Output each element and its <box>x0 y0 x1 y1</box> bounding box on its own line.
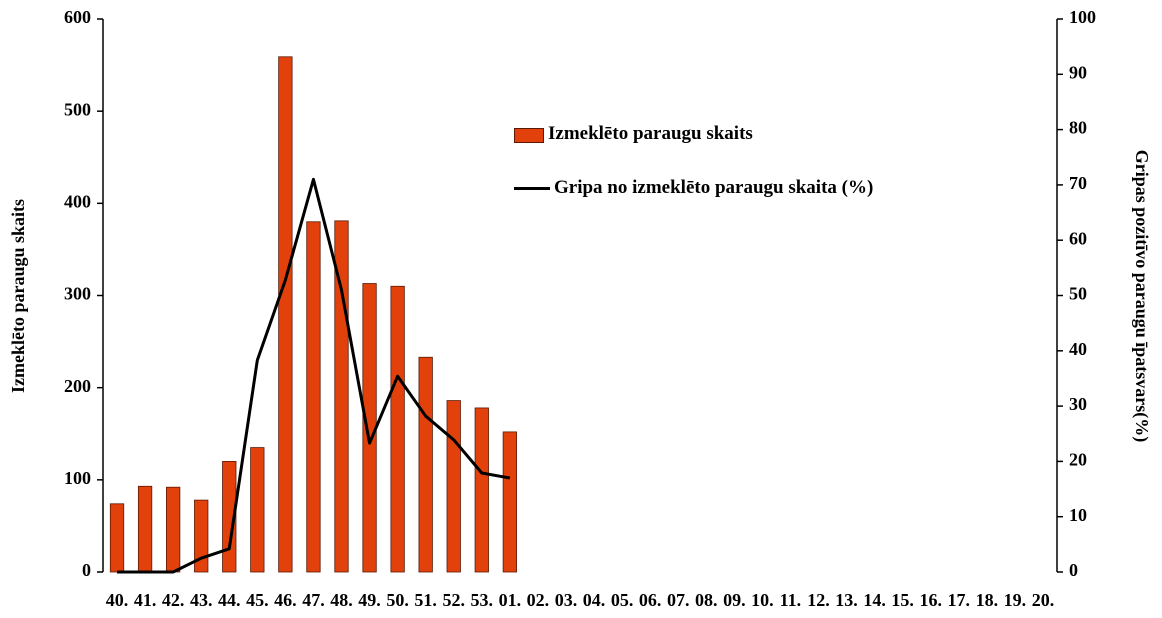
x-tick-label: 48. <box>330 590 353 610</box>
x-tick-label: 50. <box>386 590 409 610</box>
bar <box>390 285 405 573</box>
x-tick-label: 09. <box>723 590 746 610</box>
legend-item: Izmeklēto paraugu skaits <box>514 122 954 146</box>
bar <box>474 407 489 573</box>
x-tick-label: 07. <box>667 590 690 610</box>
x-tick-label: 42. <box>162 590 185 610</box>
x-tick-label: 10. <box>751 590 774 610</box>
x-tick-label: 14. <box>863 590 886 610</box>
x-tick-label: 08. <box>695 590 718 610</box>
bar <box>446 400 461 573</box>
y-tick-label: 600 <box>64 7 91 27</box>
x-tick-label: 53. <box>471 590 494 610</box>
x-tick-label: 43. <box>190 590 213 610</box>
legend-swatch <box>514 128 544 143</box>
y2-tick-label: 60 <box>1069 228 1087 248</box>
y-tick-label: 500 <box>64 99 91 119</box>
y2-tick-label: 80 <box>1069 118 1087 138</box>
y2-tick-label: 100 <box>1069 7 1096 27</box>
bar <box>502 431 517 573</box>
x-tick-label: 03. <box>555 590 578 610</box>
bar <box>362 283 377 573</box>
y2-tick-label: 30 <box>1069 394 1087 414</box>
x-tick-label: 04. <box>583 590 606 610</box>
y2-tick-label: 40 <box>1069 339 1087 359</box>
x-tick-label: 15. <box>891 590 914 610</box>
y-axis-label: Izmeklēto paraugu skaits <box>8 199 28 393</box>
line <box>117 177 511 574</box>
y-tick-label: 0 <box>82 560 91 580</box>
legend-item: Gripa no izmeklēto paraugu skaita (%) <box>514 176 954 200</box>
bar <box>418 356 433 573</box>
legend-swatch <box>514 187 550 190</box>
legend-label: Gripa no izmeklēto paraugu skaita (%) <box>554 177 874 198</box>
y2-tick-label: 90 <box>1069 62 1087 82</box>
y2-tick-label: 50 <box>1069 284 1087 304</box>
x-tick-label: 18. <box>976 590 999 610</box>
bar <box>166 486 181 573</box>
x-tick-label: 51. <box>414 590 437 610</box>
y2-axis-label: Gripas pozitīvo paraugu īpatsvars(%) <box>1131 150 1152 443</box>
x-tick-label: 44. <box>218 590 241 610</box>
bar <box>109 503 125 573</box>
y2-tick-label: 20 <box>1069 450 1087 470</box>
x-tick-label: 20. <box>1032 590 1055 610</box>
y-tick-label: 300 <box>64 284 91 304</box>
bar <box>250 447 265 573</box>
x-tick-label: 06. <box>639 590 662 610</box>
y2-tick-label: 70 <box>1069 173 1087 193</box>
x-tick-label: 17. <box>948 590 971 610</box>
legend-label: Izmeklēto paraugu skaits <box>548 123 753 144</box>
bar <box>194 499 209 573</box>
bar <box>137 485 153 573</box>
x-tick-label: 49. <box>358 590 381 610</box>
x-tick-label: 05. <box>611 590 634 610</box>
y-tick-label: 400 <box>64 191 91 211</box>
x-tick-label: 47. <box>302 590 325 610</box>
y2-tick-label: 0 <box>1069 560 1078 580</box>
x-tick-label: 19. <box>1004 590 1027 610</box>
x-tick-label: 46. <box>274 590 297 610</box>
x-tick-label: 13. <box>835 590 858 610</box>
y2-tick-label: 10 <box>1069 505 1087 525</box>
y-tick-label: 100 <box>64 468 91 488</box>
x-tick-label: 12. <box>807 590 830 610</box>
x-tick-label: 01. <box>499 590 522 610</box>
x-tick-label: 40. <box>106 590 129 610</box>
x-tick-label: 45. <box>246 590 269 610</box>
x-tick-label: 16. <box>919 590 942 610</box>
x-tick-label: 41. <box>134 590 157 610</box>
x-tick-label: 02. <box>527 590 550 610</box>
x-tick-label: 52. <box>442 590 465 610</box>
x-tick-label: 11. <box>780 590 802 610</box>
bar <box>222 460 237 573</box>
y-tick-label: 200 <box>64 376 91 396</box>
bar <box>306 221 321 573</box>
legend: Izmeklēto paraugu skaits Gripa no izmeklē… <box>514 122 954 230</box>
bar <box>278 56 293 573</box>
